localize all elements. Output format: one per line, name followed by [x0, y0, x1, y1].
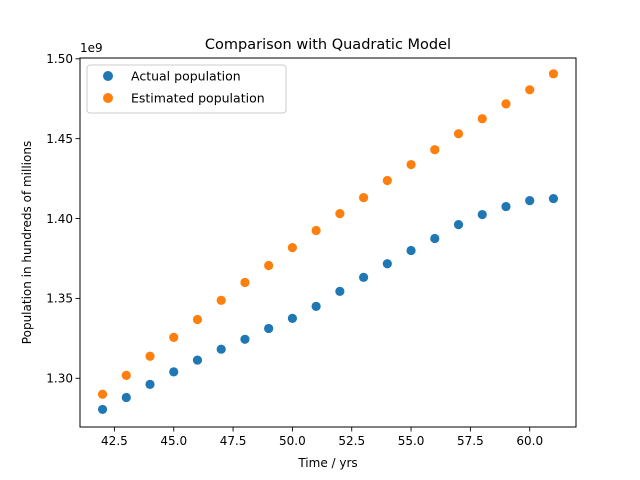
legend-label-actual: Actual population [131, 69, 241, 84]
data-point [121, 370, 131, 380]
data-point [287, 313, 297, 323]
data-point [501, 201, 511, 212]
data-points [97, 69, 559, 415]
data-point [382, 175, 392, 186]
data-point [192, 355, 203, 365]
data-point [406, 159, 416, 170]
x-tick-label: 45.0 [160, 434, 187, 448]
x-axis-label: Time / yrs [297, 456, 357, 470]
data-point [97, 404, 108, 415]
y-tick-label: 1.45 [46, 132, 73, 146]
data-point [453, 129, 464, 139]
data-point [525, 196, 535, 206]
data-point [169, 367, 179, 377]
data-point [192, 314, 203, 325]
data-point [430, 145, 440, 155]
data-point [359, 272, 369, 282]
data-point [240, 277, 250, 288]
legend-marker-estimated [103, 93, 113, 103]
x-tick-label: 57.5 [457, 434, 484, 448]
data-point [359, 193, 369, 203]
data-point [382, 259, 392, 269]
data-point [145, 351, 155, 361]
data-point [430, 233, 440, 244]
data-point [548, 193, 559, 204]
x-tick-label: 52.5 [338, 434, 365, 448]
series-estimated [97, 69, 559, 399]
x-tick-label: 42.5 [101, 434, 128, 448]
chart-title: Comparison with Quadratic Model [205, 37, 451, 53]
x-tick-label: 55.0 [398, 434, 425, 448]
data-point [525, 85, 535, 95]
y-axis-label: Population in hundreds of millions [20, 141, 34, 344]
y-tick-label: 1.35 [46, 292, 73, 306]
data-point [335, 208, 345, 219]
legend-box [86, 64, 287, 114]
legend-marker-actual [103, 71, 113, 81]
y-tick-label: 1.40 [46, 212, 73, 226]
data-point [216, 344, 226, 354]
data-point [169, 332, 179, 342]
plot-area [80, 58, 576, 427]
data-point [216, 295, 226, 305]
data-point [240, 334, 250, 344]
x-tick-label: 47.5 [220, 434, 247, 448]
plot-frame [79, 57, 577, 428]
data-point [453, 220, 464, 230]
data-point [264, 323, 274, 334]
legend: Actual population Estimated population [86, 64, 287, 114]
y-tick-label: 1.50 [46, 52, 73, 66]
data-point [311, 301, 321, 311]
data-point [311, 225, 321, 236]
y-tick-label: 1.30 [46, 372, 73, 386]
data-point [145, 379, 155, 389]
data-point [477, 209, 487, 220]
data-point [121, 392, 131, 403]
x-tick-label: 50.0 [279, 434, 306, 448]
data-point [406, 245, 416, 256]
legend-label-estimated: Estimated population [131, 91, 265, 106]
y-offset-label: 1e9 [80, 41, 103, 55]
y-axis-ticks: 1.30 1.35 1.40 1.45 1.50 [46, 52, 80, 386]
data-point [548, 69, 559, 79]
data-point [501, 99, 511, 109]
data-point [477, 114, 487, 124]
data-point [287, 243, 297, 253]
data-point [97, 389, 108, 399]
series-actual [97, 193, 559, 415]
data-point [335, 286, 345, 296]
x-tick-label: 60.0 [516, 434, 543, 448]
x-axis-ticks: 42.5 45.0 47.5 50.0 52.5 55.0 57.5 60.0 [101, 427, 543, 448]
data-point [264, 260, 274, 271]
